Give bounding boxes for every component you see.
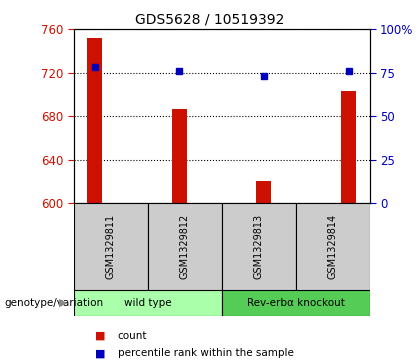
Bar	[341, 91, 356, 203]
Text: count: count	[118, 331, 147, 341]
Text: wild type: wild type	[124, 298, 171, 308]
Text: GDS5628 / 10519392: GDS5628 / 10519392	[135, 13, 285, 27]
Bar	[74, 290, 222, 316]
Text: percentile rank within the sample: percentile rank within the sample	[118, 348, 294, 358]
Text: ■: ■	[94, 331, 105, 341]
Bar	[147, 203, 222, 290]
Text: GSM1329813: GSM1329813	[254, 214, 264, 280]
Text: GSM1329812: GSM1329812	[179, 214, 189, 280]
Text: ▶: ▶	[59, 298, 67, 308]
Text: Rev-erbα knockout: Rev-erbα knockout	[247, 298, 344, 308]
Bar	[87, 38, 102, 203]
Bar	[222, 203, 296, 290]
Bar	[256, 182, 271, 203]
Bar	[172, 109, 187, 203]
Text: GSM1329811: GSM1329811	[105, 214, 116, 280]
Text: ■: ■	[94, 348, 105, 358]
Bar	[222, 290, 370, 316]
Text: GSM1329814: GSM1329814	[328, 214, 338, 280]
Bar	[296, 203, 370, 290]
Text: genotype/variation: genotype/variation	[4, 298, 103, 308]
Bar	[74, 203, 147, 290]
